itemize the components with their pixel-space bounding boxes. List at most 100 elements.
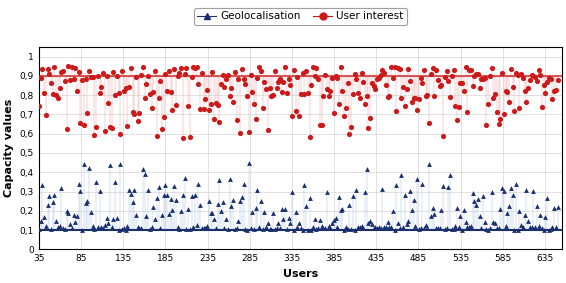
Point <box>319 94 328 98</box>
Point <box>418 81 427 85</box>
Point <box>85 166 94 170</box>
Point <box>551 225 560 229</box>
Point <box>35 227 44 231</box>
Point <box>50 193 59 198</box>
Point <box>250 102 259 107</box>
Point <box>406 79 415 84</box>
Point <box>110 93 119 98</box>
Point <box>182 66 191 70</box>
Point <box>513 227 522 232</box>
Point <box>432 68 441 73</box>
Point <box>242 94 251 98</box>
Point <box>451 224 460 228</box>
Point <box>442 225 451 230</box>
Point <box>362 94 371 98</box>
Point <box>310 216 319 221</box>
Point <box>246 226 255 231</box>
Point <box>340 227 349 232</box>
Point <box>492 110 501 115</box>
Point <box>224 227 233 231</box>
Point <box>326 226 335 231</box>
Point <box>74 69 83 74</box>
Point <box>154 184 163 189</box>
Point <box>393 221 402 226</box>
Point <box>245 161 254 166</box>
Point <box>372 225 381 230</box>
Point <box>230 227 239 231</box>
Point <box>480 220 489 225</box>
Point <box>255 225 264 230</box>
Point <box>468 190 477 195</box>
Point <box>489 96 498 100</box>
Point <box>419 67 428 72</box>
Point <box>434 78 443 82</box>
Point <box>536 213 545 217</box>
Point <box>107 225 116 230</box>
Point <box>178 135 187 140</box>
Point <box>539 82 548 87</box>
Point <box>218 200 228 204</box>
Point <box>487 66 496 70</box>
Point <box>253 75 262 80</box>
Point <box>354 225 363 229</box>
Point <box>503 211 512 216</box>
Point <box>100 129 109 134</box>
Point <box>116 161 125 166</box>
Point <box>302 203 311 208</box>
Point <box>40 91 49 96</box>
Point <box>109 70 118 75</box>
Point <box>204 107 213 112</box>
Point <box>430 94 439 98</box>
Point <box>98 226 108 230</box>
Point <box>553 205 562 209</box>
Point <box>121 228 130 232</box>
Point <box>271 68 280 73</box>
Point <box>78 78 87 82</box>
Point <box>458 227 467 232</box>
Point <box>88 74 97 79</box>
Point <box>395 67 404 71</box>
Point <box>302 68 311 73</box>
Point <box>480 76 489 80</box>
Point <box>331 215 340 220</box>
Point <box>400 104 409 108</box>
Point <box>525 78 534 82</box>
Point <box>123 123 132 128</box>
Point <box>383 95 392 100</box>
Point <box>87 209 96 214</box>
Point <box>282 227 291 232</box>
Point <box>374 225 383 230</box>
Point <box>366 115 375 120</box>
Point <box>76 189 85 194</box>
Point <box>369 83 378 88</box>
Point <box>237 67 246 72</box>
Point <box>261 86 271 91</box>
Point <box>201 226 210 230</box>
Legend: Geolocalisation, User interest: Geolocalisation, User interest <box>194 8 407 25</box>
Point <box>52 218 61 223</box>
Point <box>305 134 314 139</box>
Point <box>71 66 80 71</box>
Point <box>508 84 517 89</box>
Point <box>530 225 539 230</box>
Point <box>260 210 269 214</box>
Point <box>171 103 181 107</box>
Point <box>524 86 533 90</box>
Point <box>274 220 283 225</box>
Point <box>498 186 507 190</box>
Point <box>418 181 427 186</box>
Point <box>180 71 189 76</box>
Point <box>255 65 264 69</box>
Point <box>465 68 474 72</box>
Point <box>404 219 413 223</box>
Point <box>284 215 293 220</box>
Point <box>515 208 524 213</box>
Point <box>234 219 243 223</box>
Point <box>62 127 71 131</box>
Point <box>392 183 401 187</box>
Point <box>475 214 484 218</box>
Point <box>336 208 345 213</box>
Point <box>149 90 158 95</box>
Point <box>131 74 140 79</box>
Point <box>466 224 475 229</box>
